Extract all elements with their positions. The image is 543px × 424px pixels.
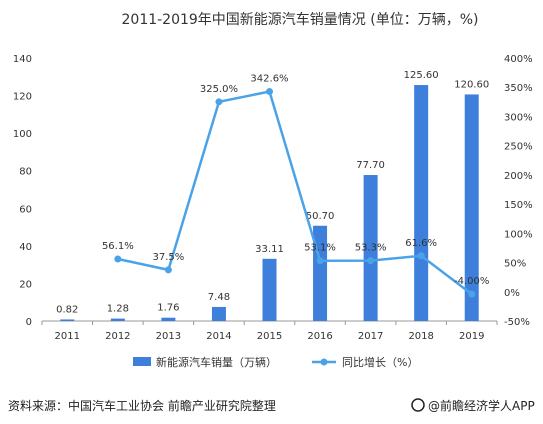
y-right-tick-label: 0% bbox=[504, 288, 520, 299]
bar-data-label: 77.70 bbox=[356, 160, 385, 171]
y-left-tick-label: 0 bbox=[26, 317, 32, 328]
bar bbox=[464, 94, 479, 322]
y-right-tick-label: 300% bbox=[504, 112, 533, 123]
line-point bbox=[468, 290, 476, 298]
bar bbox=[161, 317, 176, 321]
bar-data-label: 120.60 bbox=[454, 79, 489, 90]
brand-text: @前瞻经济学人APP bbox=[428, 398, 535, 413]
legend: 新能源汽车销量（万辆） 同比增长（%） bbox=[133, 355, 418, 369]
y-left-tick-label: 40 bbox=[19, 242, 32, 253]
y-right-tick-label: 50% bbox=[504, 259, 526, 270]
y-right-tick-label: -50% bbox=[504, 317, 530, 328]
bar bbox=[60, 319, 75, 321]
growth-line bbox=[117, 90, 473, 296]
line-point bbox=[316, 257, 324, 265]
bar-data-label: 50.70 bbox=[306, 211, 335, 222]
bar-series: 0.82 1.28 1.76 7.48 33.11 50.70 77.70 125.60 120… bbox=[56, 70, 489, 322]
legend-line-label: 同比增长（%） bbox=[342, 355, 418, 369]
brand-logo: @前瞻经济学人APP bbox=[411, 398, 535, 413]
line-data-label: -4.00% bbox=[454, 276, 489, 287]
line-point bbox=[417, 252, 425, 260]
line-data-label: 61.6% bbox=[405, 238, 437, 249]
bar bbox=[414, 85, 429, 322]
bar-data-label: 125.60 bbox=[404, 70, 439, 81]
chart-title: 2011-2019年中国新能源汽车销量情况 (单位：万辆，%) bbox=[122, 11, 479, 28]
bar-data-label: 1.76 bbox=[157, 303, 179, 314]
y-right-tick-label: 150% bbox=[504, 200, 533, 211]
y-left-tick-label: 20 bbox=[19, 279, 32, 290]
x-tick-label: 2012 bbox=[105, 331, 130, 342]
x-tick-label: 2018 bbox=[408, 331, 433, 342]
x-tick-label: 2019 bbox=[459, 331, 484, 342]
x-tick-label: 2013 bbox=[156, 331, 181, 342]
x-tick-label: 2016 bbox=[307, 331, 332, 342]
bar bbox=[110, 318, 125, 321]
line-point bbox=[266, 88, 273, 96]
bar-data-label: 7.48 bbox=[208, 292, 230, 303]
line-point bbox=[114, 255, 122, 263]
qianzhan-logo-icon bbox=[411, 398, 425, 412]
y-left-tick-label: 80 bbox=[19, 167, 32, 178]
line-point bbox=[164, 266, 172, 274]
bar-data-label: 33.11 bbox=[255, 244, 284, 255]
bar bbox=[262, 258, 277, 321]
y-left-tick-label: 100 bbox=[13, 129, 32, 140]
y-right-tick-label: 100% bbox=[504, 229, 533, 240]
y-right-tick-label: 200% bbox=[504, 171, 533, 182]
y-left-tick-label: 60 bbox=[19, 204, 32, 215]
line-point bbox=[215, 98, 223, 106]
legend-bar-label: 新能源汽车销量（万辆） bbox=[156, 355, 277, 369]
source-note: 资料来源：中国汽车工业协会 前瞻产业研究院整理 bbox=[8, 398, 276, 413]
line-point bbox=[367, 257, 375, 265]
x-tick-label: 2017 bbox=[358, 331, 383, 342]
line-data-label: 53.3% bbox=[355, 243, 387, 254]
line-data-label: 53.1% bbox=[304, 243, 336, 254]
legend-bar-swatch bbox=[133, 357, 151, 366]
y-left-tick-label: 120 bbox=[13, 92, 32, 103]
y-left-tick-label: 140 bbox=[13, 54, 32, 65]
y-right-tick-label: 250% bbox=[504, 142, 533, 153]
bar-data-label: 0.82 bbox=[56, 304, 78, 315]
bar bbox=[211, 306, 226, 321]
line-data-label: 325.0% bbox=[200, 84, 238, 95]
bar bbox=[363, 175, 378, 321]
line-series: 56.1% 37.5% 325.0% 342.6% 53.1% 53.3% 61.6% -4.… bbox=[102, 74, 489, 298]
y-right-tick-label: 400% bbox=[504, 54, 533, 65]
line-data-label: 56.1% bbox=[102, 241, 134, 252]
legend-line-marker bbox=[320, 358, 328, 366]
y-right-tick-label: 350% bbox=[504, 83, 533, 94]
chart-axes: 0 20 40 60 80 100 120 140 -50% 0% 50% 100% 150% 200% 2… bbox=[13, 54, 533, 342]
line-data-label: 342.6% bbox=[250, 74, 288, 85]
line-data-label: 37.5% bbox=[152, 252, 184, 263]
bar-data-label: 1.28 bbox=[107, 304, 129, 315]
x-tick-label: 2011 bbox=[55, 331, 80, 342]
x-tick-label: 2015 bbox=[257, 331, 282, 342]
x-tick-label: 2014 bbox=[206, 331, 231, 342]
